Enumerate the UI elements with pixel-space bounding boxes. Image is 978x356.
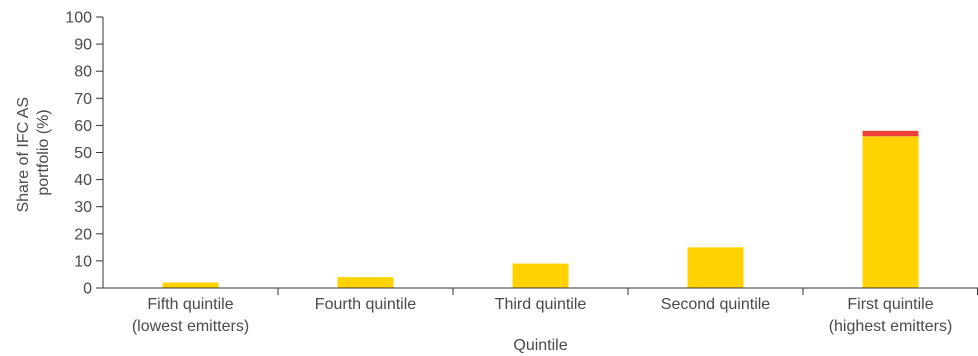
bar-series-2 bbox=[862, 130, 919, 137]
x-axis-ticks: Fifth quintile (lowest emitters) Fourth qu… bbox=[132, 288, 978, 335]
y-tick-label: 70 bbox=[74, 91, 92, 108]
x-tick-label: Second quintile bbox=[661, 296, 771, 313]
y-tick-label: 0 bbox=[83, 281, 92, 298]
y-tick-label: 80 bbox=[74, 64, 92, 81]
bar-series-1 bbox=[337, 277, 394, 288]
y-tick-label: 10 bbox=[74, 253, 92, 270]
bar-series-1 bbox=[687, 247, 744, 288]
bar-series-1 bbox=[512, 263, 569, 288]
x-tick-label: Fifth quintile (lowest emitters) bbox=[132, 296, 249, 335]
y-axis-ticks: 0 10 20 30 40 50 60 70 80 90 100 bbox=[65, 10, 103, 298]
y-tick-label: 20 bbox=[74, 226, 92, 243]
y-axis-title: Share of IFC AS portfolio (%) bbox=[15, 92, 52, 212]
y-tick-label: 40 bbox=[74, 172, 92, 189]
y-axis-title-line-1: Share of IFC AS bbox=[15, 97, 32, 213]
y-tick-label: 30 bbox=[74, 199, 92, 216]
x-tick-label: Fourth quintile bbox=[315, 296, 416, 313]
x-axis-title: Quintile bbox=[513, 337, 567, 354]
x-tick-label: Third quintile bbox=[495, 296, 587, 313]
y-axis-title-line-2: portfolio (%) bbox=[35, 109, 52, 195]
y-tick-label: 60 bbox=[74, 118, 92, 135]
bar-series-1 bbox=[162, 282, 219, 288]
bars bbox=[162, 130, 919, 288]
y-tick-label: 100 bbox=[65, 10, 92, 27]
bar-series-1 bbox=[862, 136, 919, 288]
y-tick-label: 90 bbox=[74, 37, 92, 54]
y-tick-label: 50 bbox=[74, 145, 92, 162]
x-tick-label: First quintile (highest emitters) bbox=[829, 296, 953, 335]
